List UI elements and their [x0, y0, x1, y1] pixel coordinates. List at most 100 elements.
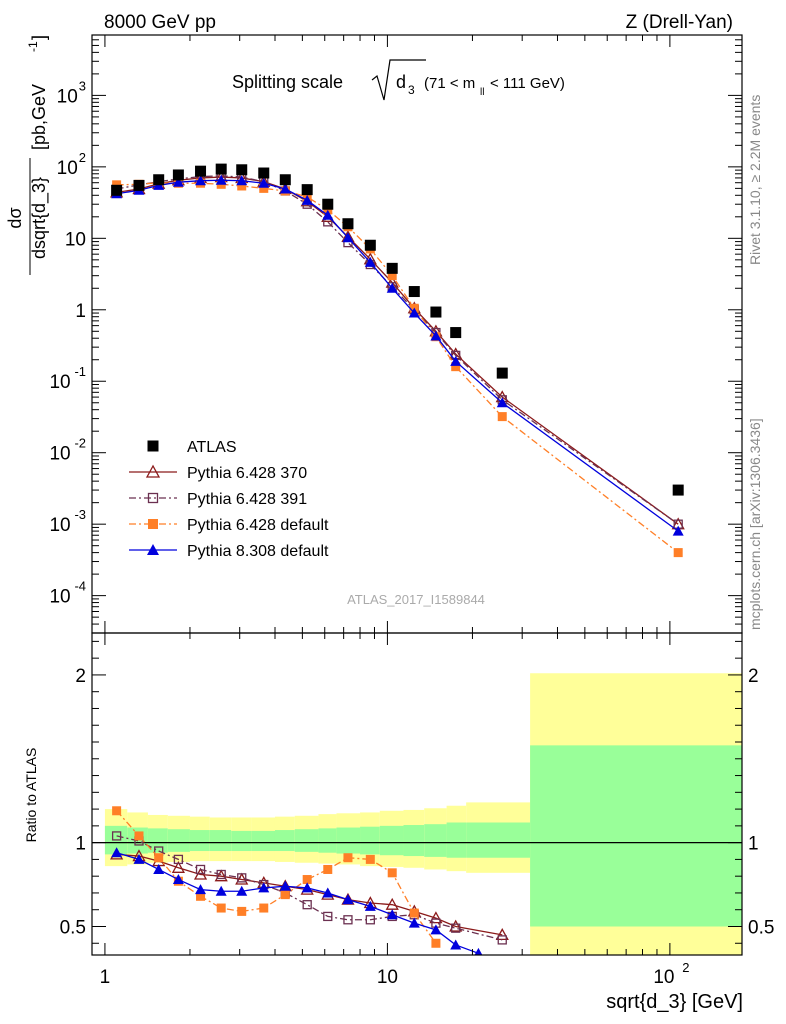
- svg-text:10: 10: [49, 587, 70, 608]
- band-inner-bin: [209, 830, 232, 852]
- band-inner-bin: [294, 829, 319, 852]
- data-point: [259, 903, 269, 913]
- main-pythia-8-308-default: [111, 174, 684, 536]
- data-point: [133, 179, 145, 191]
- svg-text:10: 10: [65, 229, 86, 250]
- data-point: [147, 440, 159, 452]
- band-inner-bin: [466, 822, 531, 858]
- data-point: [386, 909, 398, 920]
- svg-text:10: 10: [57, 158, 78, 179]
- main-atlas: [111, 163, 684, 496]
- y-tick-label: 1: [75, 301, 86, 322]
- data-point: [153, 863, 165, 874]
- svg-text:10: 10: [49, 515, 70, 536]
- data-point: [451, 923, 461, 933]
- x-tick-label: 10: [377, 967, 398, 988]
- data-point: [214, 869, 228, 882]
- legend-item-pythia-8-308-default: Pythia 8.308 default: [129, 543, 329, 560]
- data-point: [408, 286, 420, 298]
- data-point: [322, 209, 334, 220]
- header-left: 8000 GeV pp: [104, 12, 216, 33]
- plot-title-symbol: d: [396, 72, 406, 92]
- data-point: [342, 232, 354, 243]
- plot-title-range-open: (71 < m: [424, 75, 475, 92]
- data-point: [408, 917, 420, 928]
- data-point: [258, 167, 270, 179]
- data-point: [342, 894, 354, 905]
- data-point: [215, 885, 227, 896]
- plot-title-range-close: < 111 GeV): [490, 75, 565, 92]
- data-point: [216, 903, 226, 913]
- data-point: [195, 175, 207, 186]
- data-point: [364, 239, 376, 251]
- data-point: [496, 397, 508, 408]
- svg-text:-2: -2: [74, 436, 86, 451]
- data-point: [195, 864, 206, 875]
- data-point: [387, 271, 397, 281]
- data-point: [672, 484, 684, 496]
- y-label-numerator: dσ: [5, 207, 25, 228]
- data-point: [111, 847, 123, 858]
- main-panel-series: [110, 163, 685, 558]
- y-axis-label-main: dσ dsqrt{d_3} [pb,GeV -1 ]: [5, 35, 50, 275]
- rivet-label: Rivet 3.1.10, ≥ 2.2M events: [747, 95, 763, 265]
- y-tick-label: 310: [57, 78, 86, 107]
- data-point: [171, 860, 185, 873]
- data-point: [154, 853, 164, 863]
- y-tick-label: -3 10: [49, 507, 86, 536]
- data-point: [386, 262, 398, 274]
- data-point: [215, 174, 227, 185]
- y-tick-label: 10: [65, 229, 86, 250]
- ratio-pythia-8-308-default: [111, 847, 483, 955]
- band-inner-bin: [167, 829, 190, 852]
- y-axis-label-ratio: Ratio to ATLAS: [23, 748, 39, 843]
- data-point: [236, 175, 248, 186]
- data-point: [323, 864, 333, 874]
- data-point: [496, 367, 508, 379]
- data-point: [196, 891, 206, 901]
- x-tick-label: 10 2: [653, 960, 689, 988]
- data-point: [237, 906, 247, 916]
- data-point: [429, 911, 443, 924]
- legend-item-atlas: ATLAS: [147, 439, 237, 456]
- data-point: [258, 177, 270, 188]
- band-inner-bin: [251, 830, 275, 852]
- y-tick-label-right: 1: [748, 834, 759, 855]
- band-inner-bin: [424, 824, 447, 857]
- data-point: [343, 853, 353, 863]
- legend-label: Pythia 6.428 370: [187, 465, 307, 482]
- svg-text:1: 1: [75, 301, 86, 322]
- data-point: [111, 184, 123, 196]
- y-tick-label: -1 10: [49, 364, 86, 393]
- data-point: [237, 181, 247, 191]
- y-tick-label-left: 0.5: [60, 917, 86, 938]
- data-point: [497, 935, 507, 945]
- svg-text:-4: -4: [74, 579, 86, 594]
- band-inner-bin: [318, 828, 337, 853]
- data-point: [148, 519, 158, 529]
- data-point: [301, 882, 313, 893]
- data-point: [111, 831, 122, 841]
- data-point: [279, 174, 291, 186]
- band-inner-bin: [189, 830, 210, 852]
- plot-title: Splitting scale d 3 (71 < m ll < 111 GeV…: [232, 59, 565, 101]
- data-point: [386, 282, 398, 293]
- data-point: [237, 873, 247, 883]
- data-point: [145, 464, 161, 478]
- analysis-id: ATLAS_2017_I1589844: [347, 592, 485, 607]
- svg-text:10: 10: [57, 86, 78, 107]
- data-point: [430, 924, 442, 935]
- data-point: [409, 908, 419, 918]
- legend-label: Pythia 8.308 default: [187, 543, 329, 560]
- data-point: [497, 412, 507, 422]
- svg-text:2: 2: [682, 960, 689, 975]
- data-point: [408, 307, 420, 318]
- data-point: [236, 164, 248, 176]
- data-point: [147, 492, 159, 504]
- data-point: [430, 330, 442, 341]
- data-point: [172, 874, 184, 885]
- y-label-units: [pb,GeV: [29, 84, 49, 150]
- data-point: [216, 869, 226, 880]
- data-point: [343, 915, 353, 925]
